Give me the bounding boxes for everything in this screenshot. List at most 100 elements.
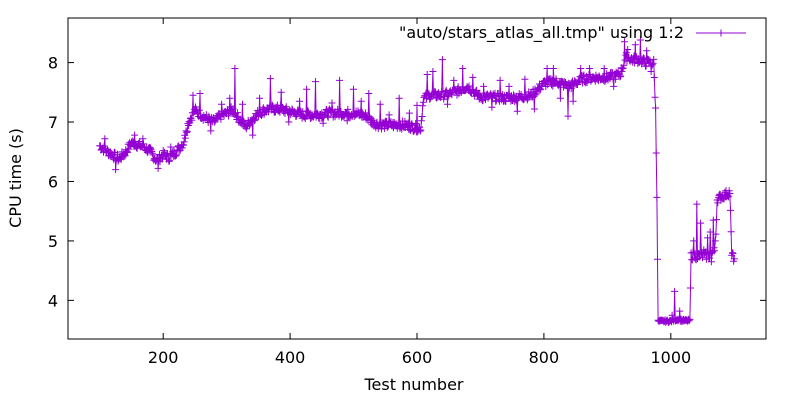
data-point (362, 109, 370, 117)
y-tick-label: 6 (48, 172, 58, 191)
data-point (249, 131, 257, 139)
data-point (143, 148, 151, 156)
y-tick-label: 5 (48, 232, 58, 251)
data-point (416, 127, 424, 135)
data-point (454, 83, 462, 91)
data-point (285, 118, 293, 126)
x-tick-label: 600 (402, 348, 433, 367)
data-point (616, 73, 624, 81)
data-point (282, 103, 290, 111)
data-point (303, 85, 311, 93)
data-point (133, 144, 141, 152)
data-point (188, 116, 196, 124)
data-point (296, 97, 304, 105)
data-point (711, 237, 719, 245)
data-point (564, 112, 572, 120)
data-point (246, 122, 253, 130)
x-tick-label: 1000 (650, 348, 691, 367)
data-point (711, 247, 719, 255)
data-point (140, 140, 147, 148)
data-point (365, 90, 373, 97)
data-point (376, 100, 384, 108)
y-tick-label: 7 (48, 113, 58, 132)
data-point (350, 85, 357, 93)
data-point (555, 81, 562, 89)
data-point (385, 111, 393, 119)
data-point (112, 166, 120, 174)
data-point (438, 56, 446, 64)
data-point (517, 91, 525, 98)
legend: "auto/stars_atlas_all.tmp" using 1:2 (399, 23, 746, 43)
data-point (530, 105, 538, 113)
data-point (217, 115, 225, 123)
data-point (239, 100, 246, 108)
data-point (536, 86, 544, 94)
data-point (147, 144, 154, 152)
data-point (649, 59, 657, 67)
data-point (207, 127, 215, 135)
data-point (728, 249, 736, 257)
data-point (419, 98, 427, 106)
x-axis-ticks: 200 400 600 800 1000 (148, 18, 691, 367)
data-point (426, 94, 434, 102)
data-point (693, 200, 701, 208)
data-point (577, 65, 585, 72)
data-point (650, 74, 658, 81)
data-point (727, 228, 735, 236)
data-point (277, 88, 285, 96)
data-point (416, 123, 423, 131)
data-point (180, 138, 188, 146)
x-tick-label: 400 (275, 348, 306, 367)
data-point (228, 105, 236, 113)
data-point (395, 94, 403, 102)
data-point (513, 107, 521, 115)
data-point (569, 97, 577, 105)
data-point (139, 135, 147, 143)
data-point (251, 116, 259, 124)
legend-marker-plus (717, 29, 725, 37)
data-point (549, 65, 557, 72)
data-point (129, 137, 137, 145)
data-point (459, 65, 467, 72)
data-point (450, 76, 458, 84)
data-point (690, 237, 698, 245)
data-point (686, 315, 694, 323)
data-point (328, 99, 336, 107)
data-point (687, 284, 694, 292)
data-point (621, 38, 628, 46)
data-point (195, 106, 203, 114)
data-point (180, 141, 187, 149)
data-point (196, 90, 204, 97)
data-point (707, 258, 715, 266)
data-point (496, 76, 504, 84)
data-point (631, 41, 639, 49)
data-point (685, 317, 693, 325)
data-point (505, 82, 513, 90)
data-point (521, 75, 529, 83)
data-point (159, 147, 167, 155)
data-point (654, 255, 661, 263)
plot-frame (67, 17, 767, 340)
data-point (218, 100, 226, 108)
data-point (713, 216, 720, 224)
data-point (622, 49, 630, 57)
data-point (148, 149, 156, 157)
data-point (304, 107, 312, 115)
data-point (299, 108, 307, 116)
data-point (624, 46, 632, 53)
data-point (266, 75, 274, 83)
data-point (187, 115, 194, 123)
data-point (226, 94, 234, 102)
data-point (148, 148, 156, 155)
data-point (647, 68, 655, 75)
data-point (429, 68, 437, 75)
data-point (225, 112, 232, 120)
data-point (324, 112, 331, 120)
data-point (668, 311, 676, 319)
data-point (167, 143, 175, 151)
data-point (652, 104, 660, 112)
data-point (149, 151, 157, 159)
data-point (437, 93, 444, 101)
data-point (652, 149, 660, 157)
